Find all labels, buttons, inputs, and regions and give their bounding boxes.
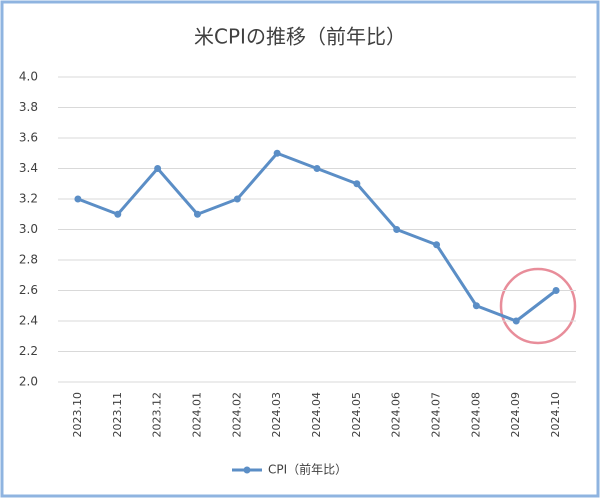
legend-marker <box>243 466 251 474</box>
point <box>154 165 162 172</box>
x-tick-label: 2024.09 <box>509 392 522 438</box>
point <box>273 149 281 157</box>
point <box>114 210 122 218</box>
y-tick-label: 3.2 <box>19 192 38 206</box>
y-tick-label: 2.8 <box>19 253 38 267</box>
y-tick-label: 4.0 <box>19 70 38 84</box>
x-tick-label: 2023.11 <box>111 392 124 438</box>
point <box>313 165 321 172</box>
point <box>233 195 241 203</box>
y-tick-label: 2.4 <box>19 314 38 328</box>
y-tick-label: 3.0 <box>19 222 38 236</box>
legend-label: CPI（前年比） <box>268 462 347 477</box>
point <box>472 302 480 310</box>
highlight-circle <box>499 267 577 345</box>
x-tick-label: 2024.06 <box>390 392 403 438</box>
point <box>512 317 520 325</box>
point <box>193 210 201 218</box>
y-tick-label: 2.0 <box>19 375 38 389</box>
y-tick-label: 3.4 <box>19 161 38 175</box>
x-tick-label: 2024.03 <box>270 392 283 438</box>
x-tick-label: 2023.10 <box>71 392 84 438</box>
point <box>74 195 82 203</box>
y-tick-label: 2.2 <box>19 344 38 358</box>
point <box>552 287 560 294</box>
chart-title: 米CPIの推移（前年比） <box>194 25 406 49</box>
x-tick-label: 2024.10 <box>549 392 562 438</box>
point <box>353 180 361 188</box>
x-tick-label: 2024.05 <box>350 392 363 438</box>
y-tick-label: 3.8 <box>19 100 38 114</box>
point <box>393 226 401 233</box>
x-tick-label: 2024.04 <box>310 392 323 438</box>
point <box>433 241 441 249</box>
y-tick-label: 2.6 <box>19 283 38 297</box>
x-tick-label: 2024.02 <box>230 392 243 438</box>
x-tick-label: 2023.12 <box>151 392 164 438</box>
x-tick-label: 2024.01 <box>190 392 203 438</box>
x-tick-label: 2024.08 <box>469 392 482 438</box>
x-tick-label: 2024.07 <box>430 392 443 438</box>
y-tick-label: 3.6 <box>19 131 38 145</box>
